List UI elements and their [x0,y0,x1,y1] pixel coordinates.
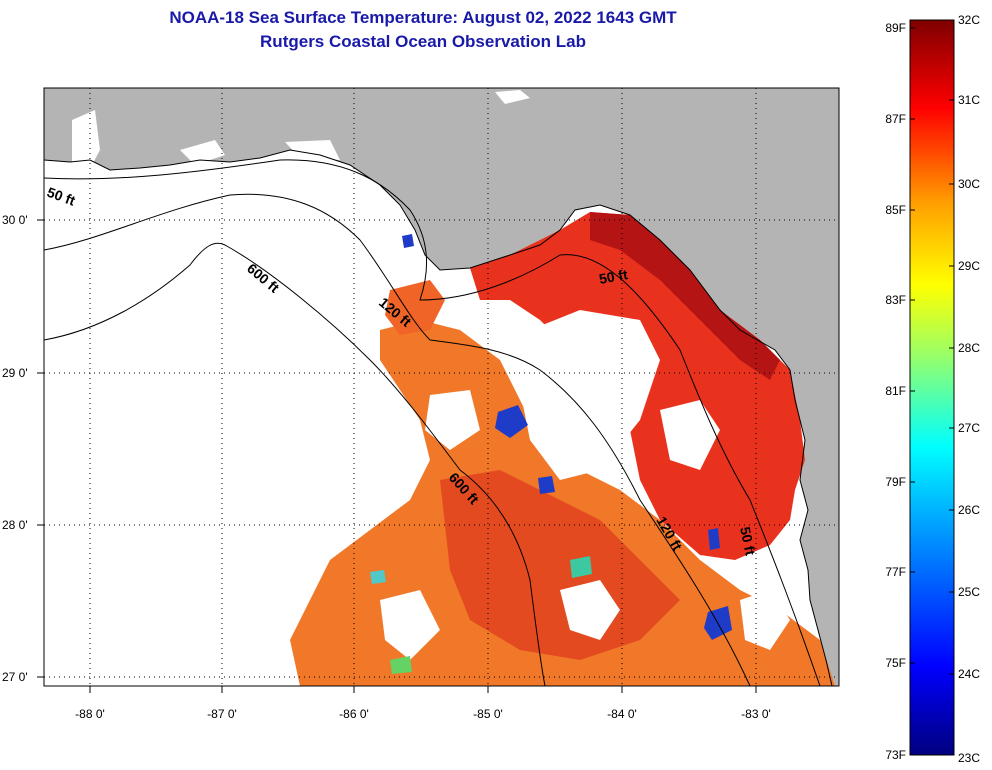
colorbar-f-label: 89F [885,21,906,35]
sst-hot-region [590,212,780,380]
depth-contour-50ft [44,159,821,686]
cool-patch [402,234,414,248]
contour-label: 50 ft [737,525,759,557]
colorbar-c-label: 23C [958,751,980,765]
colorbar-f-label: 81F [885,384,906,398]
coastal-bay [180,140,225,165]
y-tick-label: 30 0' [2,213,28,227]
cool-patch [495,405,528,438]
colorbar-f-label: 85F [885,203,906,217]
colorbar-ticks [910,27,954,675]
x-tick-label: -83 0' [741,707,771,721]
cool-patch [708,528,720,550]
cloud-mask [740,590,790,650]
depth-contour-120ft [44,193,751,686]
depth-contour-600ft [44,242,546,686]
colorbar-f-label: 87F [885,112,906,126]
colorbar-c-label: 25C [958,585,980,599]
colorbar-f-label: 75F [885,656,906,670]
x-tick-label: -85 0' [473,707,503,721]
colorbar-c-label: 26C [958,503,980,517]
colorbar-c-label: 32C [958,13,980,27]
green-patch [570,556,592,578]
green-patch [370,570,386,584]
coastal-bay [72,110,100,165]
contour-label: 50 ft [598,266,629,287]
colorbar [909,19,955,756]
colorbar-c-label: 27C [958,421,980,435]
x-tick-label: -88 0' [75,707,105,721]
colorbar-f-label: 83F [885,293,906,307]
x-tick-label: -87 0' [207,707,237,721]
cloud-mask [520,310,660,480]
coastal-bay [285,140,340,160]
cool-patch [538,476,555,494]
sst-warm-region-south [440,470,680,660]
colorbar-f-label: 73F [885,748,906,762]
map-title: NOAA-18 Sea Surface Temperature: August … [169,8,677,27]
axis-ticks [37,219,757,693]
cloud-mask [425,390,480,450]
map-subtitle: Rutgers Coastal Ocean Observation Lab [260,32,586,51]
colorbar-c-label: 24C [958,667,980,681]
y-tick-label: 27 0' [2,670,28,684]
coastline [44,149,833,686]
cloud-mask [660,400,720,470]
colorbar-c-label: 30C [958,177,980,191]
x-tick-label: -86 0' [339,707,369,721]
colorbar-f-label: 77F [885,565,906,579]
sst-orange-region-west [385,280,445,335]
colorbar-c-label: 31C [958,93,980,107]
land-mass [44,88,839,686]
y-tick-label: 28 0' [2,518,28,532]
x-tick-label: -84 0' [607,707,637,721]
map-frame [43,87,840,687]
colorbar-c-label: 29C [958,259,980,273]
green-patch [390,656,412,674]
cloud-mask [380,590,440,660]
coastal-bay [495,90,530,104]
colorbar-f-label: 79F [885,475,906,489]
y-tick-label: 29 0' [2,366,28,380]
cloud-mask [560,580,620,640]
colorbar-c-label: 28C [958,341,980,355]
